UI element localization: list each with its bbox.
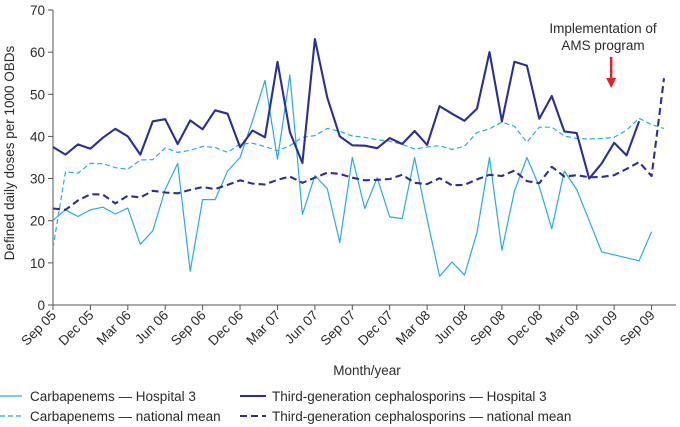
x-tick-label-8: Sep 07 [318, 308, 359, 349]
x-tick-label-7: Jun 07 [282, 308, 321, 347]
series-line-2 [52, 38, 641, 180]
y-tick-label-3: 30 [30, 172, 45, 187]
x-tick-label-0: Sep 05 [18, 308, 59, 349]
legend-label-0: Carbapenems — Hospital 3 [30, 389, 196, 404]
y-tick-label-2: 20 [30, 214, 45, 229]
legend-item-2: Third-generation cephalosporins — Hospit… [240, 389, 547, 404]
ams-annotation: Implementation of AMS program [549, 21, 657, 88]
legend-item-3: Third-generation cephalosporins — nation… [240, 409, 571, 424]
x-tick-label-16: Sep 09 [617, 308, 658, 349]
x-tick-label-11: Jun 08 [431, 308, 470, 347]
x-tick-label-12: Sep 08 [467, 308, 508, 349]
series-line-0 [52, 74, 653, 277]
legend: Carbapenems — Hospital 3 Carbapenems — n… [0, 389, 571, 424]
x-tick-label-2: Mar 06 [94, 308, 134, 348]
legend-item-1: Carbapenems — national mean [0, 409, 221, 424]
y-tick-label-7: 70 [30, 3, 45, 18]
x-tick-label-5: Dec 06 [205, 308, 246, 349]
y-tick-label-0: 0 [37, 298, 45, 313]
x-tick-label-6: Mar 07 [243, 308, 283, 348]
annotation-arrow [606, 57, 617, 88]
x-tick-label-9: Dec 07 [355, 308, 396, 349]
legend-item-0: Carbapenems — Hospital 3 [0, 389, 196, 404]
x-tick-label-15: Jun 09 [581, 308, 620, 347]
arrow-head [606, 78, 617, 88]
y-axis-ticks: 0 10 20 30 40 50 60 70 [30, 3, 53, 313]
y-tick-label-1: 10 [30, 256, 45, 271]
x-tick-label-1: Dec 05 [56, 308, 97, 349]
y-tick-label-6: 60 [30, 45, 45, 60]
legend-label-3: Third-generation cephalosporins — nation… [272, 409, 571, 424]
annotation-line-2: AMS program [561, 38, 644, 53]
y-axis-label: Defined daily doses per 1000 OBDs [2, 45, 17, 260]
series-line-3 [52, 78, 666, 211]
annotation-line-1: Implementation of [549, 21, 657, 36]
legend-label-1: Carbapenems — national mean [30, 409, 221, 424]
y-tick-label-5: 50 [30, 87, 45, 102]
x-tick-label-13: Dec 08 [505, 308, 546, 349]
y-tick-label-4: 40 [30, 129, 45, 144]
x-axis-label: Month/year [333, 363, 401, 378]
series-line-1 [52, 117, 665, 248]
x-tick-label-3: Jun 06 [132, 308, 171, 347]
legend-label-2: Third-generation cephalosporins — Hospit… [272, 389, 547, 404]
x-tick-label-4: Sep 06 [168, 308, 209, 349]
series-lines [52, 38, 666, 277]
x-tick-label-14: Mar 09 [543, 308, 583, 348]
x-tick-label-10: Mar 08 [393, 308, 433, 348]
chart-axes [52, 10, 676, 306]
